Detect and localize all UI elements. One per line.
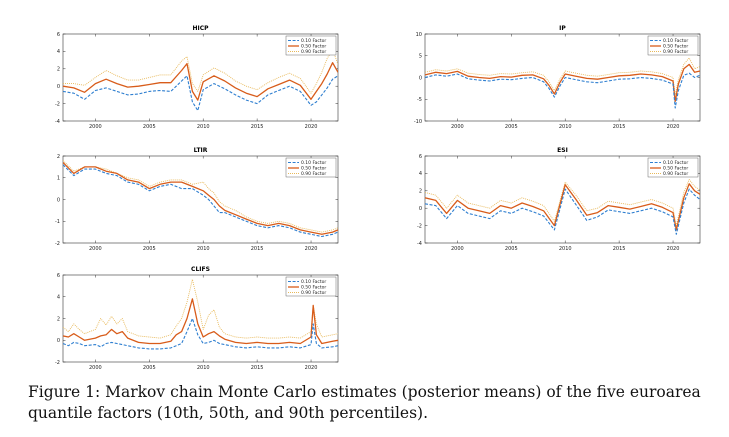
x-tick-label: 2020 bbox=[305, 124, 318, 130]
y-tick-label: 0 bbox=[57, 338, 60, 344]
x-tick-label: 2005 bbox=[143, 365, 156, 371]
x-tick-label: 2005 bbox=[143, 124, 156, 130]
series-line-0-90-factor bbox=[63, 160, 338, 233]
x-tick-label: 2020 bbox=[667, 246, 680, 252]
chart-title: ESI bbox=[557, 147, 568, 154]
series-line-0-10-factor bbox=[63, 164, 338, 238]
series-line-0-10-factor bbox=[63, 317, 338, 350]
legend-label: 0.50 Factor bbox=[301, 44, 326, 50]
y-tick-label: -4 bbox=[417, 241, 422, 247]
series-line-0-10-factor bbox=[425, 188, 700, 235]
legend-label: 0.90 Factor bbox=[301, 290, 326, 296]
y-tick-label: 4 bbox=[57, 49, 60, 55]
series-line-0-50-factor bbox=[63, 62, 338, 101]
series-line-0-10-factor bbox=[63, 75, 338, 112]
y-tick-label: 4 bbox=[57, 295, 60, 301]
y-tick-label: -2 bbox=[55, 360, 60, 366]
y-tick-label: 1 bbox=[57, 176, 60, 182]
legend-label: 0.10 Factor bbox=[301, 279, 326, 285]
series-line-0-90-factor bbox=[63, 49, 338, 94]
legend-label: 0.10 Factor bbox=[301, 38, 326, 44]
x-tick-label: 2020 bbox=[305, 246, 318, 252]
y-tick-label: -2 bbox=[417, 223, 422, 229]
y-tick-label: 2 bbox=[419, 189, 422, 195]
y-tick-label: 2 bbox=[57, 67, 60, 73]
series-line-0-90-factor bbox=[425, 179, 700, 227]
legend-label: 0.50 Factor bbox=[301, 166, 326, 172]
x-tick-label: 2015 bbox=[251, 124, 264, 130]
y-tick-label: -2 bbox=[55, 241, 60, 247]
legend-label: 0.90 Factor bbox=[301, 171, 326, 177]
y-tick-label: 4 bbox=[419, 171, 422, 177]
legend-label: 0.50 Factor bbox=[663, 166, 688, 172]
y-tick-label: 6 bbox=[57, 273, 60, 279]
x-tick-label: 2000 bbox=[451, 246, 464, 252]
x-tick-label: 2010 bbox=[559, 124, 572, 130]
x-tick-label: 2005 bbox=[505, 124, 518, 130]
y-tick-label: -4 bbox=[55, 119, 60, 125]
x-tick-label: 2000 bbox=[89, 365, 102, 371]
legend-label: 0.50 Factor bbox=[663, 44, 688, 50]
x-tick-label: 2020 bbox=[305, 365, 318, 371]
chart-ip: IP 2000 2005 2010 2015 2020 -10 -5 0 5 10 0.10 Fact… bbox=[414, 25, 701, 130]
series-line-0-90-factor bbox=[63, 278, 338, 339]
chart-title: HICP bbox=[192, 25, 209, 32]
x-tick-label: 2000 bbox=[89, 246, 102, 252]
legend-label: 0.90 Factor bbox=[663, 171, 688, 177]
legend-label: 0.10 Factor bbox=[301, 160, 326, 166]
chart-clifs: CLIFS 2000 2005 2010 2015 2020 -2 0 2 4 6 0.10 Fact… bbox=[55, 266, 339, 371]
x-tick-label: 2010 bbox=[197, 365, 210, 371]
chart-title: IP bbox=[559, 25, 566, 32]
x-tick-label: 2015 bbox=[251, 246, 264, 252]
x-tick-label: 2015 bbox=[251, 365, 264, 371]
x-tick-label: 2020 bbox=[667, 124, 680, 130]
legend-label: 0.90 Factor bbox=[663, 49, 688, 55]
y-tick-label: 0 bbox=[419, 75, 422, 81]
x-tick-label: 2000 bbox=[451, 124, 464, 130]
chart-esi: ESI 2000 2005 2010 2015 2020 -4 -2 0 2 4 6 0.10 Fact… bbox=[417, 147, 701, 252]
x-tick-label: 2010 bbox=[197, 124, 210, 130]
x-tick-label: 2000 bbox=[89, 124, 102, 130]
y-tick-label: 5 bbox=[419, 54, 422, 60]
y-tick-label: -2 bbox=[55, 101, 60, 107]
legend-label: 0.50 Factor bbox=[301, 285, 326, 291]
y-tick-label: -10 bbox=[414, 119, 422, 125]
figure-caption: Figure 1: Markov chain Monte Carlo estim… bbox=[28, 383, 701, 422]
x-tick-label: 2015 bbox=[613, 246, 626, 252]
legend-label: 0.10 Factor bbox=[663, 160, 688, 166]
legend-label: 0.90 Factor bbox=[301, 49, 326, 55]
y-tick-label: 10 bbox=[416, 32, 422, 38]
y-tick-label: 0 bbox=[57, 84, 60, 90]
chart-hicp: HICP 2000 2005 2010 2015 2020 -4 -2 0 2 4 6 0.10 Fac… bbox=[55, 25, 339, 130]
series-line-0-10-factor bbox=[425, 72, 700, 109]
y-tick-label: -5 bbox=[417, 97, 422, 103]
x-tick-label: 2015 bbox=[613, 124, 626, 130]
legend-label: 0.10 Factor bbox=[663, 38, 688, 44]
x-tick-label: 2005 bbox=[143, 246, 156, 252]
x-tick-label: 2005 bbox=[505, 246, 518, 252]
x-tick-label: 2010 bbox=[197, 246, 210, 252]
y-tick-label: 6 bbox=[57, 32, 60, 38]
chart-title: LTIR bbox=[194, 147, 208, 154]
chart-title: CLIFS bbox=[191, 266, 210, 273]
y-tick-label: -1 bbox=[55, 219, 60, 225]
x-tick-label: 2010 bbox=[559, 246, 572, 252]
chart-ltir: LTIR 2000 2005 2010 2015 2020 -2 -1 0 1 2 0.10 Fact… bbox=[55, 147, 339, 252]
y-tick-label: 0 bbox=[419, 206, 422, 212]
series-line-0-50-factor bbox=[425, 183, 700, 231]
y-tick-label: 6 bbox=[419, 154, 422, 160]
series-line-0-50-factor bbox=[63, 298, 338, 345]
y-tick-label: 2 bbox=[57, 316, 60, 322]
y-tick-label: 2 bbox=[57, 154, 60, 160]
y-tick-label: 0 bbox=[57, 197, 60, 203]
series-line-0-50-factor bbox=[63, 162, 338, 235]
